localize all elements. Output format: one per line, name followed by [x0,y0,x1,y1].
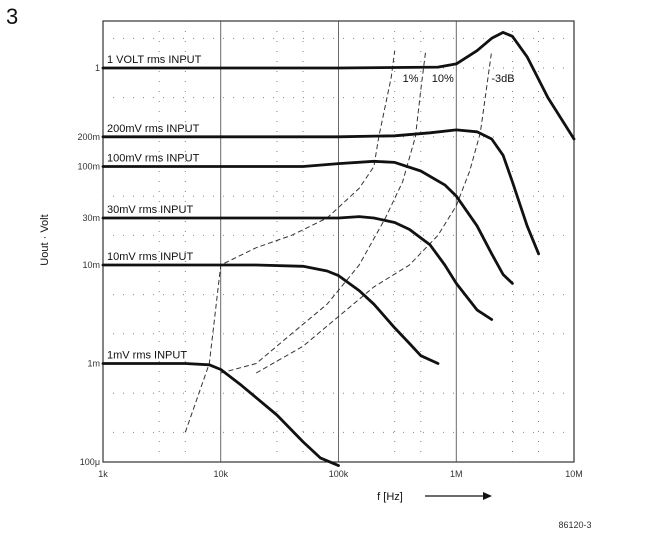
curve-label-2: 200mV rms INPUT [107,123,200,135]
y-tick-label: 1m [87,358,100,368]
curve-label-6: 1mV rms INPUT [107,349,187,361]
x-tick-label: 10k [213,469,228,479]
x-axis-title: f [Hz] [377,491,403,503]
response-curve-3 [101,159,514,285]
y-tick-label: 10m [82,260,100,270]
y-tick-label: 100m [77,161,100,171]
curve-label-3: 100mV rms INPUT [107,152,200,164]
curve-label-4: 30mV rms INPUT [107,204,193,216]
contour-label-1: 1% [403,73,419,85]
figure-code: 86120-3 [558,520,591,530]
curve-label-1: 1 VOLT rms INPUT [107,54,202,66]
y-tick-label: 30m [82,213,100,223]
x-tick-label: 100k [329,469,349,479]
contour-1-percent [184,50,396,433]
response-curve-1 [101,31,576,141]
response-curve-5 [101,263,440,365]
x-tick-label: 10M [565,469,583,479]
y-tick-label: 200m [77,132,100,142]
response-curve-2 [101,128,540,256]
x-axis-arrow-head [483,492,492,500]
y-axis-title: Uout · Volt [39,214,51,265]
y-tick-label: 1 [95,63,100,73]
response-curve-6 [101,362,340,467]
contour-10-percent [220,50,427,374]
figure-number: 3 [6,4,19,29]
contour-label-2: 10% [432,73,454,85]
response-curve-4 [101,215,494,321]
x-tick-label: 1M [450,469,463,479]
contour-3db [255,50,493,374]
contour-label-3: -3dB [491,73,514,85]
x-tick-label: 1k [98,469,108,479]
curve-label-5: 10mV rms INPUT [107,251,193,263]
y-tick-label: 100μ [80,457,100,467]
